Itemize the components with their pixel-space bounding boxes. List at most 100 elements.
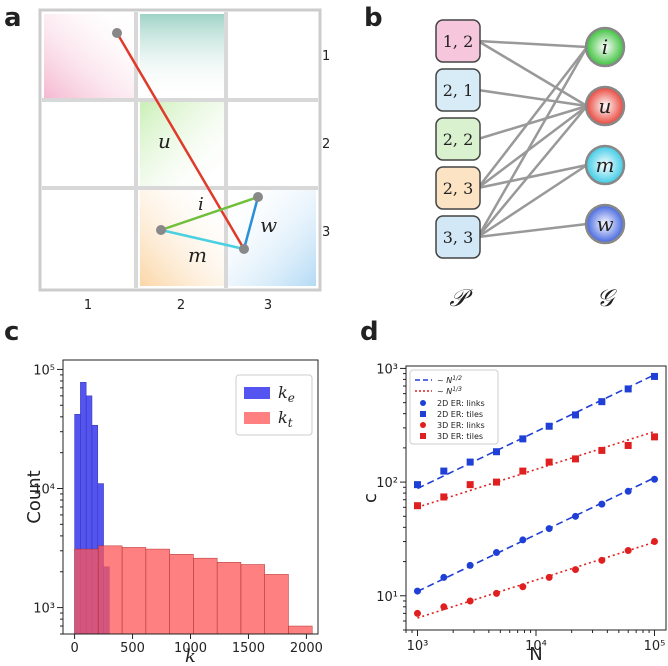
legend-box xyxy=(235,374,313,436)
g-node-label: i xyxy=(602,35,608,59)
data-point-circle xyxy=(545,573,553,581)
hist-bar-k-t xyxy=(193,557,218,635)
edge-u xyxy=(115,32,246,250)
data-point-circle xyxy=(492,549,500,557)
data-point-circle xyxy=(651,475,659,483)
data-point-circle xyxy=(413,587,421,595)
g-node-label: w xyxy=(596,212,613,236)
panel-d-scaling: 10³ 10⁴ 10⁵ 10¹ 10² 10³ Nc ~ N1/2~ N1/3 2D ER: l… xyxy=(360,362,667,665)
data-point-square xyxy=(572,411,580,419)
g-node-label: u xyxy=(599,94,612,118)
data-point-square xyxy=(492,478,500,486)
hist-bar-k-t xyxy=(121,547,147,635)
legend-marker xyxy=(420,433,426,439)
p-node xyxy=(435,19,481,63)
p-node xyxy=(435,215,481,259)
data-point-circle xyxy=(572,512,580,520)
edge-i xyxy=(160,195,259,232)
data-point-square xyxy=(545,422,553,430)
data-point-circle xyxy=(440,603,448,611)
data-point-square xyxy=(651,433,659,441)
data-point-circle xyxy=(624,547,632,555)
legend-marker xyxy=(420,400,426,406)
data-point-square xyxy=(545,458,553,466)
legend-label: ~ N1/3 xyxy=(437,386,462,396)
data-point-square xyxy=(572,455,580,463)
bipartite-edge xyxy=(477,88,588,108)
x-tick-label: 500 xyxy=(120,641,145,656)
g-node xyxy=(584,144,626,186)
x-tick-label: 0 xyxy=(70,641,78,656)
tile-1-2 xyxy=(44,14,136,98)
x-tick-label: 1500 xyxy=(232,641,265,656)
p-node-label: 1, 2 xyxy=(443,32,474,51)
hist-bar-k-t xyxy=(288,625,313,635)
data-point-square xyxy=(466,458,474,466)
panel-label-c: c xyxy=(4,317,19,347)
node-point xyxy=(239,244,249,254)
edge-label-m: m xyxy=(188,243,207,267)
hist-bar-k-t xyxy=(216,562,242,635)
edge-w xyxy=(242,196,260,250)
data-point-circle xyxy=(519,536,527,544)
fit-line xyxy=(417,541,655,619)
row-label-2: 2 xyxy=(322,137,330,152)
data-point-square xyxy=(598,398,606,406)
tile-2-1 xyxy=(140,14,224,98)
y-axis-label: Count xyxy=(24,470,45,523)
edge-label-w: w xyxy=(260,213,277,237)
p-node-label: 3, 3 xyxy=(443,228,474,247)
legend-label: kt xyxy=(278,408,293,430)
bipartite-edge xyxy=(477,163,588,239)
data-point-square xyxy=(651,372,659,380)
hist-bar-k-t xyxy=(74,548,99,635)
data-point-circle xyxy=(598,500,606,508)
data-point-circle xyxy=(466,597,474,605)
data-point-circle xyxy=(624,487,632,495)
data-point-square xyxy=(413,502,421,510)
data-point-square xyxy=(466,481,474,489)
bipartite-edge xyxy=(477,105,588,238)
legend-label: ~ N1/2 xyxy=(437,375,462,385)
legend-label: 2D ER: tiles xyxy=(437,410,483,419)
bipartite-edge xyxy=(477,104,588,141)
legend-marker xyxy=(420,422,426,428)
bipartite-edge xyxy=(477,39,588,49)
p-node-label: 2, 3 xyxy=(443,179,474,198)
g-node-label: m xyxy=(596,153,615,177)
tile-2-3 xyxy=(140,190,224,286)
legend-label: 2D ER: links xyxy=(437,399,485,408)
fit-line xyxy=(417,430,655,509)
data-point-square xyxy=(440,493,448,501)
tile-3-3 xyxy=(228,190,316,286)
col-label-1: 1 xyxy=(84,298,92,313)
panel-label-b: b xyxy=(364,3,383,33)
y-axis-label: c xyxy=(360,493,381,503)
legend-box xyxy=(409,369,499,445)
g-caption: 𝒢 xyxy=(596,284,617,312)
y-tick-label: 10⁵ xyxy=(33,363,55,378)
data-point-circle xyxy=(519,583,527,591)
data-point-circle xyxy=(466,561,474,569)
data-point-square xyxy=(440,467,448,475)
data-point-square xyxy=(492,448,500,456)
row-label-1: 1 xyxy=(322,49,330,64)
data-point-circle xyxy=(492,589,500,597)
panel-label-a: a xyxy=(4,3,22,33)
x-axis-label: N xyxy=(529,644,542,665)
panel-b-bipartite: 1, 2 2, 1 2, 2 2, 3 3, 3 i u m w 𝒫 𝒢 xyxy=(435,19,626,312)
bipartite-edge xyxy=(477,163,588,190)
y-tick-label: 10² xyxy=(376,476,398,491)
y-tick-label: 10³ xyxy=(33,602,55,617)
g-node xyxy=(584,85,626,127)
legend-label: 3D ER: links xyxy=(437,421,485,430)
bipartite-edge xyxy=(477,105,588,189)
bipartite-edge xyxy=(477,39,588,108)
data-point-square xyxy=(519,435,527,443)
p-node-label: 2, 1 xyxy=(443,81,474,100)
col-label-3: 3 xyxy=(264,298,272,313)
p-caption: 𝒫 xyxy=(449,284,473,312)
data-point-square xyxy=(413,481,421,489)
x-tick-label: 10⁵ xyxy=(644,639,666,654)
row-label-3: 3 xyxy=(322,225,330,240)
